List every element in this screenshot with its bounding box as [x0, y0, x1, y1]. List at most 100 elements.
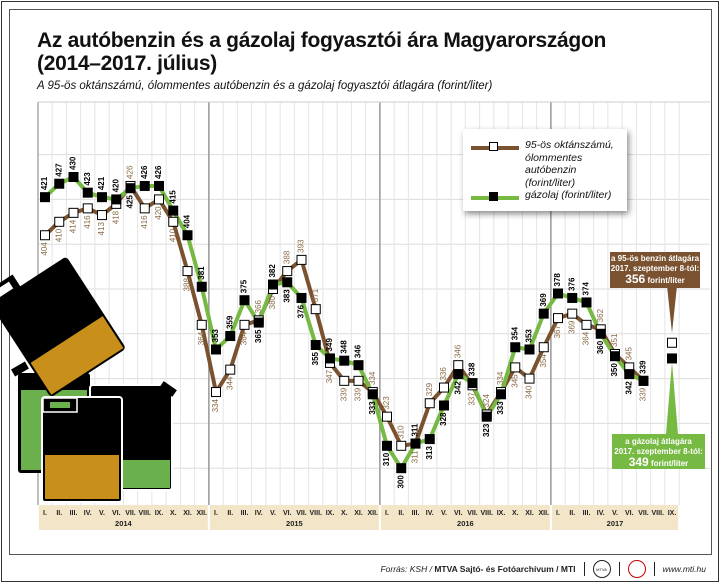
month-tick-label: I. — [43, 510, 47, 517]
petrol-data-label: 346 — [453, 344, 462, 358]
petrol-data-label: 416 — [140, 215, 149, 229]
diesel-point — [367, 389, 378, 400]
year-tick-label: 2014 — [115, 519, 133, 528]
diesel-data-label: 415 — [168, 190, 177, 204]
petrol-data-label: 380 — [268, 295, 277, 309]
diesel-data-label: 339 — [639, 360, 648, 374]
diesel-data-label: 426 — [140, 165, 149, 179]
month-tick-label: VI. — [112, 510, 121, 517]
diesel-data-label: 426 — [154, 165, 163, 179]
petrol-data-label: 388 — [282, 250, 291, 264]
month-tick-label: IX. — [155, 510, 164, 517]
diesel-point — [68, 172, 79, 182]
diesel-data-label: 323 — [482, 423, 491, 437]
petrol-data-label: 388 — [183, 278, 192, 292]
diesel-data-label: 375 — [240, 279, 249, 293]
petrol-data-label: 340 — [525, 385, 534, 399]
month-tick-label: V. — [270, 510, 276, 517]
diesel-point — [211, 344, 221, 355]
petrol-data-label: 324 — [482, 394, 491, 408]
month-tick-label: V. — [99, 510, 105, 517]
month-tick-label: IV. — [597, 510, 605, 517]
legend-diesel-label: gázolaj (forint/liter) — [525, 189, 612, 201]
callout-arrows — [666, 286, 678, 434]
diesel-point — [467, 378, 478, 389]
callout-diesel-line1: a gázolaj átlagára — [625, 437, 692, 446]
petrol-point — [82, 203, 93, 214]
petrol-data-label: 334 — [368, 371, 377, 385]
diesel-data-label: 423 — [83, 172, 92, 186]
diesel-data-label: 342 — [624, 381, 633, 395]
diesel-data-label: 300 — [396, 475, 405, 489]
legend-petrol-label-2: ólommentes autóbenzin — [525, 151, 583, 177]
diesel-data-label: 310 — [382, 452, 391, 466]
callout-petrol-unit: forint/liter — [647, 276, 685, 285]
month-tick-label: X. — [512, 510, 519, 517]
petrol-point — [97, 210, 107, 221]
callout-petrol-pointer — [667, 286, 677, 333]
petrol-point — [196, 319, 207, 330]
diesel-data-label: 376 — [297, 304, 306, 318]
month-tick-label: I. — [214, 510, 218, 517]
legend-petrol-label-1: 95-ös oktánszámú, — [525, 139, 614, 151]
month-tick-label: II. — [569, 510, 575, 517]
diesel-point — [325, 353, 335, 364]
petrol-point — [453, 360, 464, 371]
diesel-point — [538, 308, 549, 319]
month-tick-label: IV. — [84, 510, 92, 517]
month-tick-label: XI. — [183, 510, 192, 517]
year-tick-label: 2016 — [457, 519, 474, 528]
website-link[interactable]: www.mti.hu — [662, 564, 706, 574]
diesel-data-label: 365 — [254, 329, 263, 343]
diesel-point — [567, 292, 578, 303]
legend-diesel-line — [471, 192, 519, 201]
month-tick-label: XII. — [367, 510, 378, 517]
month-tick-label: II. — [398, 510, 404, 517]
petrol-data-label: 393 — [297, 239, 306, 253]
diesel-data-label: 353 — [211, 329, 220, 343]
month-tick-label: V. — [441, 510, 447, 517]
petrol-data-label: 426 — [126, 165, 135, 179]
petrol-data-label: 369 — [567, 320, 576, 334]
month-tick-label: VIII. — [310, 510, 323, 517]
source-credit: Forrás: KSH / MTVA Sajtó- és Fotóarchívu… — [380, 564, 576, 574]
petrol-data-label: 364 — [582, 331, 591, 345]
diesel-data-label: 313 — [425, 446, 434, 460]
month-tick-label: XI. — [354, 510, 363, 517]
callout-petrol-line2: 2017. szeptember 8-tól: — [610, 264, 700, 273]
petrol-data-label: 351 — [610, 333, 619, 347]
petrol-data-label: 404 — [40, 242, 49, 256]
petrol-data-label: 371 — [311, 288, 320, 302]
callout-diesel-pointer — [666, 362, 678, 434]
diesel-data-label: 430 — [69, 156, 78, 170]
diesel-point — [139, 180, 150, 191]
series-lines — [40, 172, 677, 474]
callout-petrol-value: 356 — [625, 272, 646, 286]
petrol-point — [553, 313, 563, 324]
petrol-data-label: 337 — [468, 392, 477, 406]
petrol-data-label: 345 — [624, 347, 633, 361]
callout-petrol: a 95-ös benzin átlagára 2017. szeptember… — [610, 252, 700, 288]
x-axis: I. II. III. IV. V. VI. VII. VIII. IX. X. XI. XII.20… — [38, 505, 679, 530]
divider — [653, 562, 655, 576]
callout-diesel-line2: 2017. szeptember 8-tól: — [614, 447, 703, 456]
can-spout — [11, 361, 29, 377]
data-labels: 404 421 410 427 414 430 416 423 413 421 418 420 426 4… — [40, 156, 648, 488]
month-tick-label: I. — [556, 510, 560, 517]
diesel-point — [82, 187, 93, 198]
petrol-point — [154, 194, 164, 205]
petrol-data-label: 334 — [496, 371, 505, 385]
diesel-point — [453, 369, 464, 380]
diesel-point — [97, 192, 107, 203]
diesel-point — [610, 351, 620, 362]
can-back-right-fill — [120, 460, 170, 488]
can-pouring — [0, 257, 125, 397]
black-square-icon — [489, 192, 498, 201]
petrol-data-label: 311 — [411, 450, 420, 463]
diesel-data-label: 369 — [539, 293, 548, 307]
month-tick-label: VIII. — [139, 510, 152, 517]
diesel-point — [125, 183, 136, 194]
can-spout — [159, 381, 177, 397]
mti-logo — [627, 560, 646, 578]
month-tick-label: IX. — [326, 510, 335, 517]
